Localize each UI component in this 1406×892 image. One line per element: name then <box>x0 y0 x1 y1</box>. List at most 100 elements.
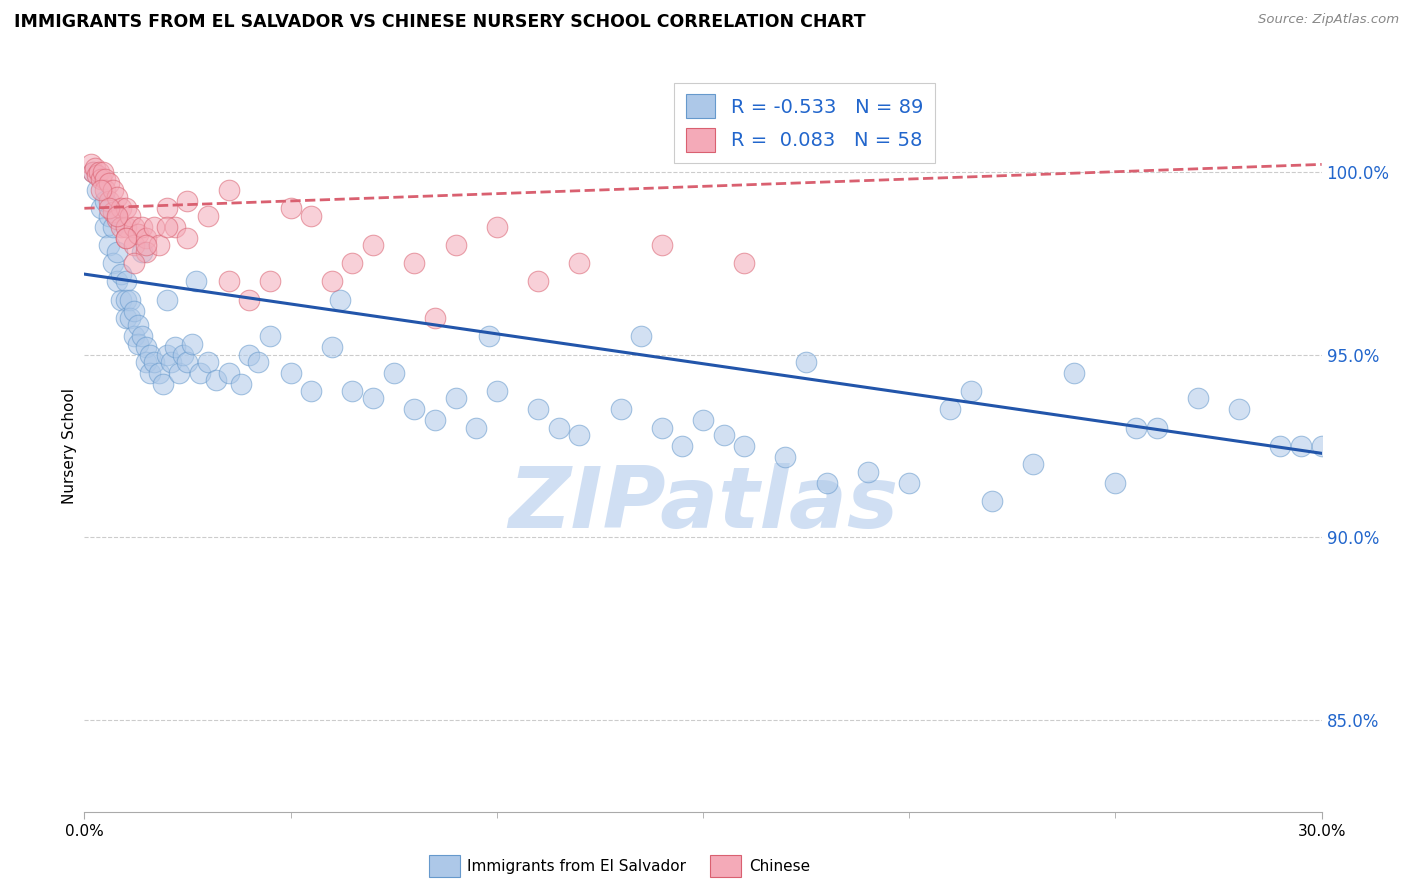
Point <box>180 336 202 351</box>
Point <box>960 384 983 398</box>
Point <box>118 311 141 326</box>
Point <box>321 340 343 354</box>
Point <box>321 274 343 288</box>
Point <box>114 230 136 244</box>
Point <box>90 183 112 197</box>
Point <box>82 164 104 178</box>
Point <box>110 267 132 281</box>
Point <box>127 318 149 333</box>
Point <box>259 274 281 288</box>
Point <box>477 329 499 343</box>
Point <box>127 227 149 241</box>
Point <box>114 293 136 307</box>
Point <box>114 219 136 234</box>
Point <box>127 336 149 351</box>
Point <box>898 475 921 490</box>
Point <box>98 194 121 208</box>
Point <box>90 172 112 186</box>
Point <box>139 347 162 361</box>
Point <box>218 183 240 197</box>
Point <box>86 183 108 197</box>
Point <box>83 161 105 175</box>
Point <box>135 237 157 252</box>
Point <box>122 303 145 318</box>
Point <box>156 347 179 361</box>
Point <box>118 293 141 307</box>
Point <box>980 493 1002 508</box>
Point <box>342 384 364 398</box>
Point <box>131 219 153 234</box>
Point <box>485 384 508 398</box>
Point <box>713 428 735 442</box>
Point <box>148 366 170 380</box>
Point <box>197 355 219 369</box>
Point <box>139 366 162 380</box>
Point <box>382 366 405 380</box>
Point <box>444 392 467 406</box>
Text: Immigrants from El Salvador: Immigrants from El Salvador <box>467 859 686 873</box>
Point <box>1187 392 1209 406</box>
Point <box>1270 439 1292 453</box>
Point <box>547 420 569 434</box>
Point <box>118 209 141 223</box>
Point <box>135 340 157 354</box>
Point <box>91 164 114 178</box>
Point <box>94 183 117 197</box>
Point <box>342 256 364 270</box>
Point <box>361 392 384 406</box>
Text: IMMIGRANTS FROM EL SALVADOR VS CHINESE NURSERY SCHOOL CORRELATION CHART: IMMIGRANTS FROM EL SALVADOR VS CHINESE N… <box>14 13 866 31</box>
Point <box>218 274 240 288</box>
Point <box>122 219 145 234</box>
Y-axis label: Nursery School: Nursery School <box>62 388 77 504</box>
Text: Source: ZipAtlas.com: Source: ZipAtlas.com <box>1258 13 1399 27</box>
Point <box>160 355 183 369</box>
Point <box>172 347 194 361</box>
Point <box>105 274 128 288</box>
Point <box>135 355 157 369</box>
Point <box>103 183 125 197</box>
Point <box>103 205 125 219</box>
Point <box>114 274 136 288</box>
Point <box>794 355 817 369</box>
Point <box>98 209 121 223</box>
Text: Chinese: Chinese <box>749 859 810 873</box>
Point <box>651 420 673 434</box>
Point <box>156 201 179 215</box>
Point <box>110 293 132 307</box>
Point <box>114 201 136 215</box>
Point <box>280 366 302 380</box>
Point <box>527 274 550 288</box>
Point <box>568 256 591 270</box>
Point <box>176 230 198 244</box>
Point <box>131 245 153 260</box>
Point <box>205 373 228 387</box>
Point <box>1063 366 1085 380</box>
Text: ZIPatlas: ZIPatlas <box>508 463 898 546</box>
Point <box>238 347 260 361</box>
Point <box>87 164 110 178</box>
Point <box>775 450 797 464</box>
Point <box>105 209 128 223</box>
Point <box>630 329 652 343</box>
Point <box>815 475 838 490</box>
Point <box>1146 420 1168 434</box>
Point <box>404 402 426 417</box>
Point <box>79 157 101 171</box>
Point <box>110 201 132 215</box>
Point <box>1022 457 1045 471</box>
Point <box>122 256 145 270</box>
Point <box>280 201 302 215</box>
Point <box>188 366 211 380</box>
Point <box>299 384 322 398</box>
Point <box>218 366 240 380</box>
Point <box>176 355 198 369</box>
Point <box>1104 475 1126 490</box>
Point <box>135 230 157 244</box>
Point <box>651 237 673 252</box>
Point <box>86 169 108 183</box>
Point <box>148 237 170 252</box>
Point <box>1125 420 1147 434</box>
Point <box>465 420 488 434</box>
Point <box>229 376 252 391</box>
Point <box>114 230 136 244</box>
